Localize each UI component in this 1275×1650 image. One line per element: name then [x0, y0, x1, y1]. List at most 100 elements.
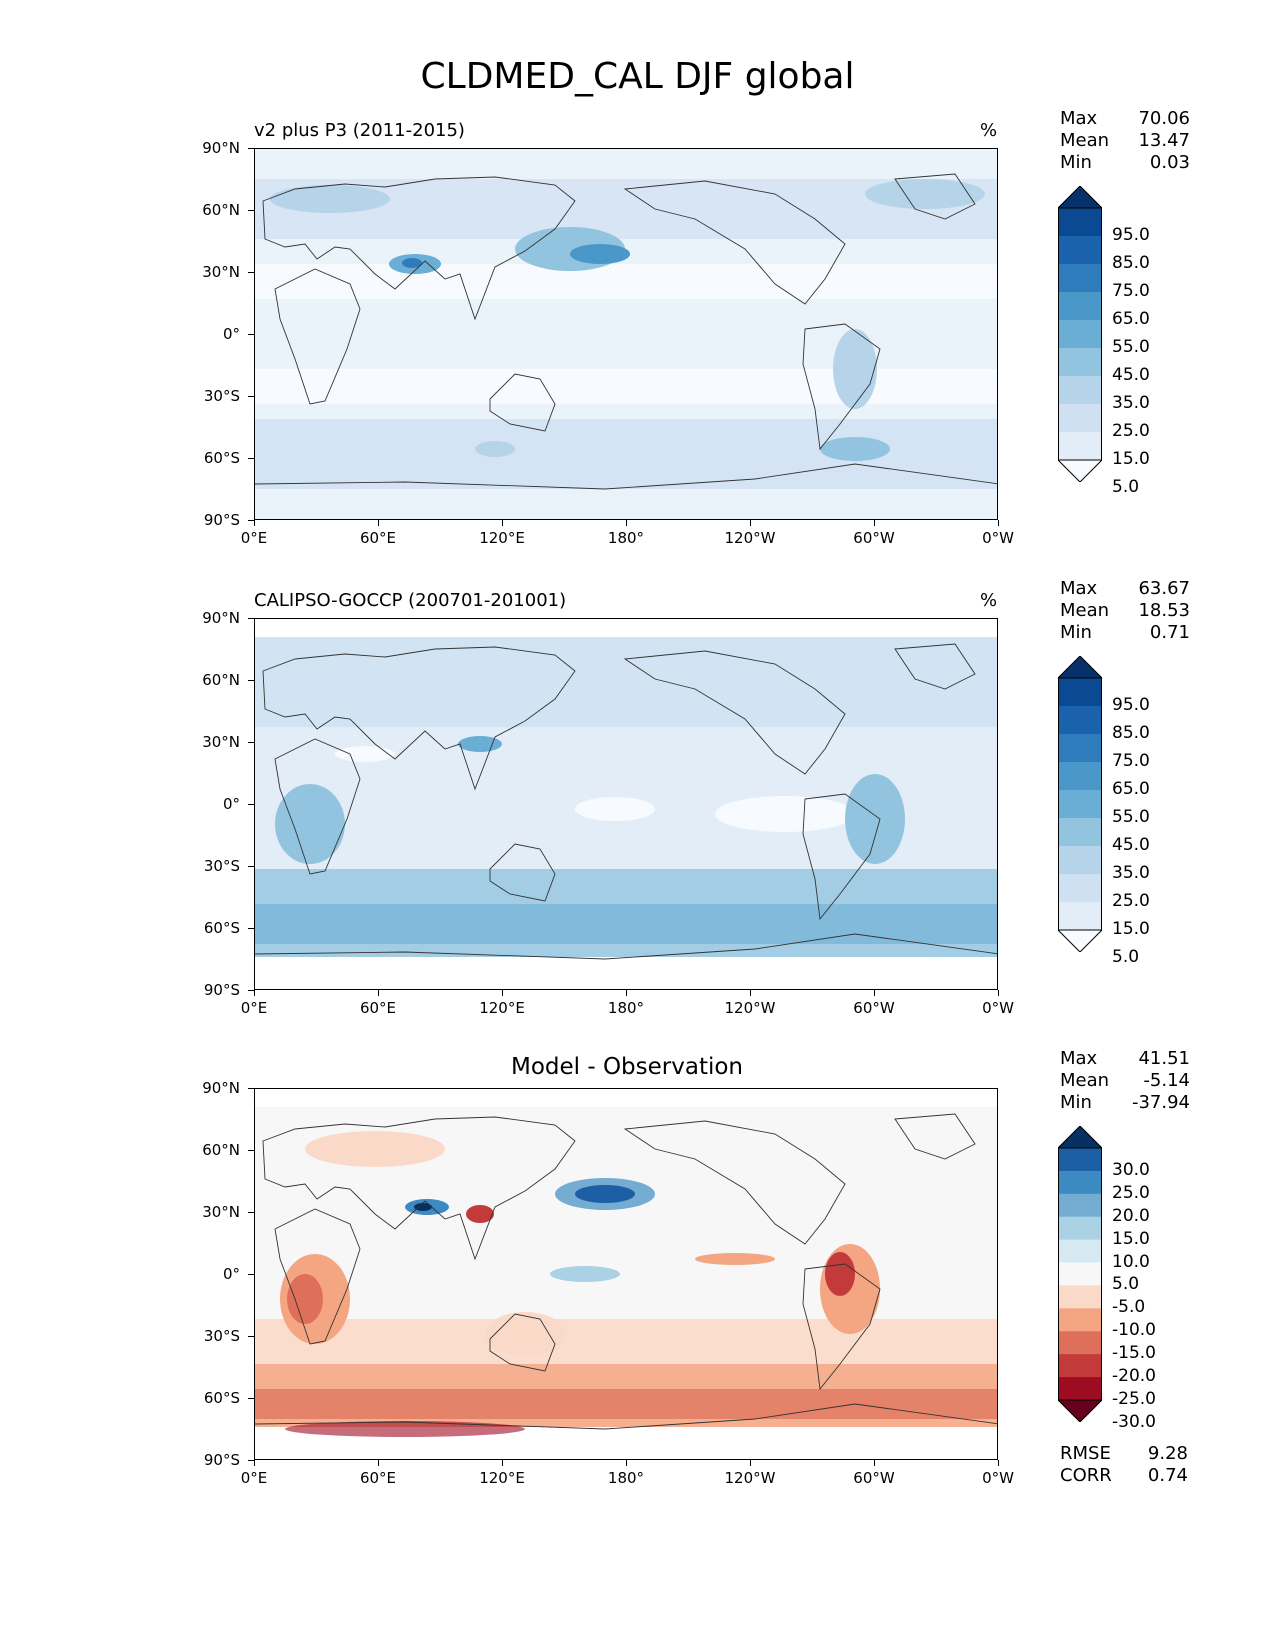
- lat-tick-label: 90°N: [202, 1079, 240, 1097]
- lat-tick-label: 30°S: [203, 1327, 240, 1345]
- colorbar-tick-label: 10.0: [1112, 1251, 1150, 1272]
- lon-tick-label: 120°W: [724, 999, 776, 1017]
- lon-tick: [626, 1460, 627, 1466]
- lon-tick: [502, 990, 503, 996]
- lat-tick-label: 0°: [222, 795, 240, 813]
- colorbar-tick-label: 95.0: [1112, 225, 1150, 245]
- stats-box: Max 70.06 Mean 13.47 Min 0.03: [1060, 108, 1190, 174]
- lon-tick: [874, 520, 875, 526]
- lat-tick: [248, 1336, 254, 1337]
- stat-max-label: Max: [1060, 1048, 1098, 1069]
- stat-max-value: 41.51: [1138, 1048, 1190, 1069]
- lat-tick: [248, 1150, 254, 1151]
- stat-min-value: -37.94: [1131, 1092, 1190, 1113]
- colorbar-segment: [1058, 236, 1102, 265]
- lat-tick: [248, 928, 254, 929]
- stat-max-value: 63.67: [1138, 578, 1190, 599]
- lat-tick-label: 60°N: [202, 671, 240, 689]
- colorbar-outline: [1058, 1147, 1102, 1401]
- colorbar-outline: [1058, 207, 1102, 461]
- lat-tick: [248, 1212, 254, 1213]
- lat-tick-label: 90°N: [202, 139, 240, 157]
- lat-tick: [248, 1274, 254, 1275]
- lat-tick-label: 90°S: [203, 1451, 240, 1469]
- stat-mean-label: Mean: [1060, 130, 1110, 151]
- lon-tick-label: 60°W: [853, 1469, 895, 1487]
- lon-tick-label: 60°E: [359, 1469, 397, 1487]
- stat-mean-value: 18.53: [1138, 600, 1190, 621]
- lon-tick: [750, 1460, 751, 1466]
- colorbar-tick-label: 20.0: [1112, 1205, 1150, 1226]
- colorbar-tick-label: 55.0: [1112, 807, 1150, 827]
- colorbar-segment: [1058, 1285, 1102, 1309]
- colorbar-extend-min: [1058, 1399, 1102, 1422]
- lon-tick-label: 60°W: [853, 529, 895, 547]
- lon-tick-label: 180°: [607, 999, 645, 1017]
- stat-min-label: Min: [1060, 152, 1092, 173]
- lat-tick: [248, 1460, 254, 1461]
- colorbar-segment: [1058, 1262, 1102, 1286]
- plot-title: CALIPSO-GOCCP (200701-201001): [254, 590, 567, 611]
- lat-tick-label: 90°N: [202, 609, 240, 627]
- lon-tick-label: 120°E: [479, 999, 525, 1017]
- stats-box: Max 41.51 Mean -5.14 Min -37.94: [1060, 1048, 1190, 1114]
- colorbar-tick-label: 5.0: [1112, 477, 1140, 497]
- lon-tick: [254, 520, 255, 526]
- lon-tick: [998, 990, 999, 996]
- lat-tick: [248, 334, 254, 335]
- lon-tick-label: 0°W: [982, 529, 1014, 547]
- lon-tick: [254, 990, 255, 996]
- map-svg: [255, 619, 997, 989]
- lon-tick: [750, 990, 751, 996]
- stat-max-value: 70.06: [1138, 108, 1190, 129]
- colorbar-segment: [1058, 292, 1102, 321]
- colorbar-tick-label: -5.0: [1112, 1297, 1146, 1318]
- stat-max-label: Max: [1060, 578, 1098, 599]
- colorbar-segment: [1058, 678, 1102, 707]
- lon-tick: [998, 520, 999, 526]
- colorbar-outline: [1058, 677, 1102, 931]
- lon-tick-label: 0°E: [240, 999, 268, 1017]
- colorbar-tick-label: 75.0: [1112, 281, 1150, 301]
- lon-tick: [626, 520, 627, 526]
- lon-tick-label: 120°E: [479, 529, 525, 547]
- lon-tick: [874, 1460, 875, 1466]
- colorbar-tick-label: 25.0: [1112, 1182, 1150, 1203]
- colorbar-segment: [1058, 706, 1102, 735]
- rmse-value: 9.28: [1147, 1443, 1188, 1464]
- lon-tick-label: 0°E: [240, 529, 268, 547]
- lat-tick: [248, 680, 254, 681]
- colorbar-segment: [1058, 432, 1102, 461]
- lon-tick-label: 60°E: [359, 529, 397, 547]
- colorbar-tick-label: -10.0: [1112, 1320, 1156, 1341]
- corr-label: CORR: [1060, 1465, 1112, 1486]
- lon-tick: [502, 1460, 503, 1466]
- colorbar-segment: [1058, 348, 1102, 377]
- lat-tick: [248, 1398, 254, 1399]
- colorbar-segment: [1058, 1239, 1102, 1264]
- lat-tick: [248, 148, 254, 149]
- lon-tick: [998, 1460, 999, 1466]
- lon-tick-label: 0°E: [240, 1469, 268, 1487]
- colorbar-tick-label: 5.0: [1112, 1274, 1140, 1295]
- lon-tick: [750, 520, 751, 526]
- stat-mean-value: 13.47: [1138, 130, 1190, 151]
- stat-mean-label: Mean: [1060, 600, 1110, 621]
- lat-tick: [248, 272, 254, 273]
- colorbar-segment: [1058, 1377, 1102, 1401]
- colorbar-tick-label: -15.0: [1112, 1343, 1156, 1364]
- page-title: CLDMED_CAL DJF global: [420, 56, 855, 97]
- colorbar-segment: [1058, 376, 1102, 405]
- plot-title: v2 plus P3 (2011-2015): [254, 120, 465, 141]
- colorbar-segment: [1058, 902, 1102, 931]
- colorbar-segment: [1058, 208, 1102, 237]
- colorbar-tick-label: 30.0: [1112, 1159, 1150, 1180]
- map-svg: [255, 149, 997, 519]
- colorbar-segment: [1058, 734, 1102, 763]
- colorbar-tick-label: 65.0: [1112, 779, 1150, 799]
- map-plot: [254, 618, 998, 990]
- colorbar-tick-label: 55.0: [1112, 337, 1150, 357]
- colorbar-extend-max: [1058, 656, 1102, 679]
- colorbar-segment: [1058, 846, 1102, 875]
- stat-min-label: Min: [1060, 622, 1092, 643]
